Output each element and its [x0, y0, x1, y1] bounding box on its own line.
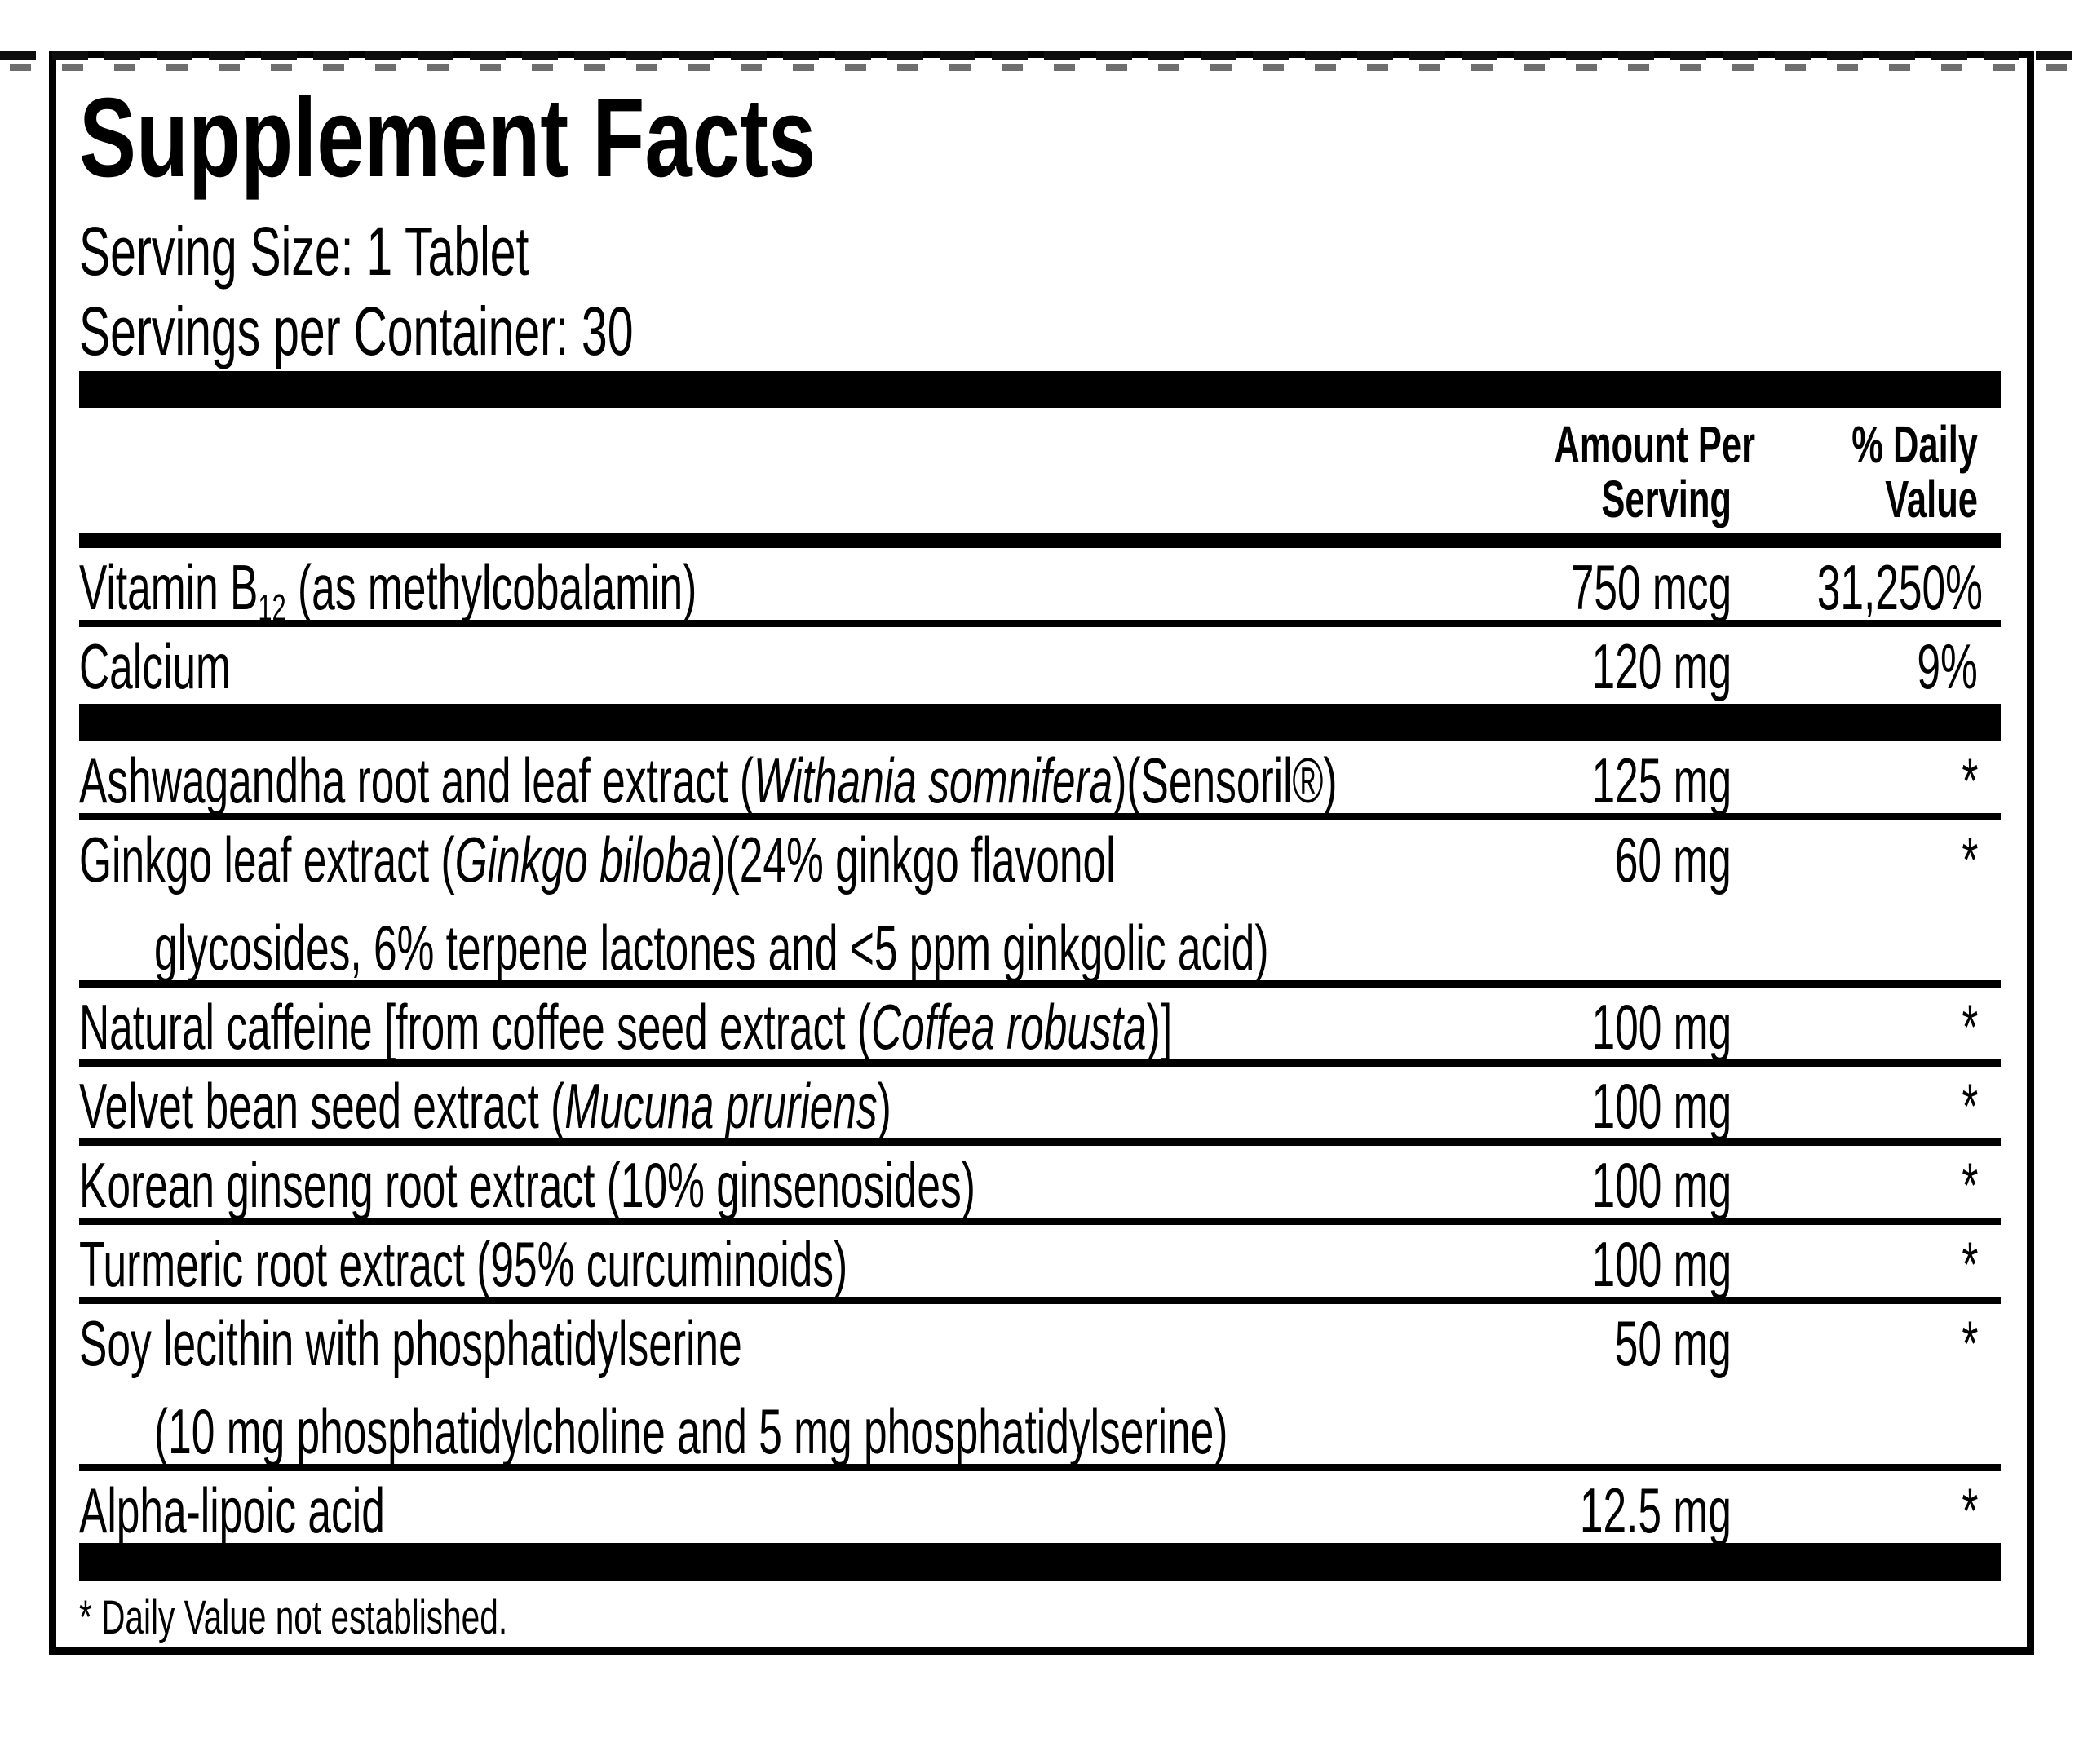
amount-value: 100 mg	[1591, 1070, 1732, 1142]
page-title: Supplement Facts	[79, 81, 2001, 195]
ingredient-name-line1: Velvet bean seed extract (Mucuna prurien…	[79, 1070, 891, 1142]
amount-value: 750 mcg	[1570, 551, 1732, 623]
section-divider-bar	[79, 704, 2001, 741]
serving-size-line: Serving Size: 1 Tablet	[79, 211, 2001, 291]
table-row: Alpha-lipoic acid 12.5 mg *	[79, 1471, 2001, 1543]
amount-value: 60 mg	[1614, 824, 1732, 895]
ingredient-name-cell: Ashwagandha root and leaf extract (Witha…	[79, 748, 1471, 813]
daily-value: *	[1961, 1070, 1978, 1142]
supplement-label-canvas: Supplement Facts Serving Size: 1 Tablet …	[0, 51, 2088, 1764]
table-row: Velvet bean seed extract (Mucuna prurien…	[79, 1067, 2001, 1146]
daily-value-cell: 31,250%	[1732, 555, 2001, 620]
table-row: Natural caffeine [from coffee seed extra…	[79, 988, 2001, 1067]
daily-value: *	[1961, 745, 1978, 816]
ingredient-name-line2: glycosides, 6% terpene lactones and <5 p…	[154, 912, 1269, 984]
amount-cell: 100 mg	[1471, 1073, 1732, 1138]
table-header-row: Amount Per Serving % Daily Value	[79, 418, 2001, 527]
ingredient-name-cell: Ginkgo leaf extract (Ginkgo biloba)(24% …	[79, 827, 1471, 980]
daily-value-cell: *	[1732, 1231, 2001, 1297]
amount-column-header: Amount Per Serving	[1471, 415, 1756, 528]
ingredient-name-line1: Soy lecithin with phosphatidylserine	[79, 1307, 742, 1379]
ingredient-name-line1: Turmeric root extract (95% curcuminoids)	[79, 1228, 848, 1300]
daily-value-cell: *	[1732, 748, 2001, 813]
daily-value: *	[1961, 1307, 1978, 1379]
footnote-text: * Daily Value not established.	[79, 1591, 508, 1644]
ingredient-name-line2: (10 mg phosphatidylcholine and 5 mg phos…	[154, 1395, 1228, 1467]
servings-per-container-text: Servings per Container: 30	[79, 293, 634, 369]
ingredient-name-line1: Vitamin B12 (as methylcobalamin)	[79, 551, 697, 630]
page-title-text: Supplement Facts	[79, 75, 816, 201]
amount-value: 100 mg	[1591, 991, 1732, 1063]
ingredient-name-cell: Turmeric root extract (95% curcuminoids)	[79, 1231, 1471, 1297]
table-row: Turmeric root extract (95% curcuminoids)…	[79, 1225, 2001, 1304]
amount-cell: 100 mg	[1471, 1152, 1732, 1218]
daily-value: 31,250%	[1816, 551, 1983, 623]
amount-cell: 60 mg	[1471, 827, 1732, 892]
amount-cell: 125 mg	[1471, 748, 1732, 813]
ingredient-name-line1: Korean ginseng root extract (10% ginseno…	[79, 1149, 975, 1221]
ingredient-name-cell: Natural caffeine [from coffee seed extra…	[79, 994, 1471, 1059]
daily-value-cell: *	[1732, 994, 2001, 1059]
table-row: Calcium 120 mg 9%	[79, 627, 2001, 699]
top-divider-bar	[79, 371, 2001, 408]
table-row: Ginkgo leaf extract (Ginkgo biloba)(24% …	[79, 820, 2001, 988]
ingredient-name-cell: Calcium	[79, 634, 1471, 699]
table-row: Korean ginseng root extract (10% ginseno…	[79, 1146, 2001, 1225]
amount-cell: 50 mg	[1471, 1311, 1732, 1376]
daily-value: *	[1961, 1474, 1978, 1546]
daily-value: *	[1961, 1149, 1978, 1221]
table-row: Ashwagandha root and leaf extract (Witha…	[79, 741, 2001, 820]
daily-value-cell: *	[1732, 827, 2001, 892]
amount-value: 125 mg	[1591, 745, 1732, 816]
daily-value-cell: 9%	[1732, 634, 2001, 699]
amount-header-line1: Amount Per	[1554, 415, 1756, 474]
amount-value: 100 mg	[1591, 1228, 1732, 1300]
ingredient-name-line1: Ashwagandha root and leaf extract (Witha…	[79, 745, 1338, 816]
daily-value: *	[1961, 824, 1978, 895]
daily-value-cell: *	[1732, 1478, 2001, 1543]
amount-value: 100 mg	[1591, 1149, 1732, 1221]
ingredient-name-cell: Vitamin B12 (as methylcobalamin)	[79, 551, 1471, 630]
ingredient-name-line1: Natural caffeine [from coffee seed extra…	[79, 991, 1173, 1063]
ingredient-name-line1: Alpha-lipoic acid	[79, 1474, 385, 1546]
header-divider-bar	[79, 533, 2001, 548]
dv-header-line2: Value	[1885, 470, 1978, 528]
supplement-facts-panel: Supplement Facts Serving Size: 1 Tablet …	[49, 51, 2034, 1655]
footnote-line: * Daily Value not established.	[79, 1591, 2001, 1644]
amount-cell: 750 mcg	[1471, 555, 1732, 620]
table-row: Soy lecithin with phosphatidylserine (10 …	[79, 1304, 2001, 1471]
daily-value: *	[1961, 1228, 1978, 1300]
ingredient-name-cell: Soy lecithin with phosphatidylserine (10 …	[79, 1311, 1471, 1464]
ingredient-name-line1: Ginkgo leaf extract (Ginkgo biloba)(24% …	[79, 824, 1116, 895]
bottom-divider-bar	[79, 1543, 2001, 1581]
daily-value-column-header: % Daily Value	[1732, 418, 2001, 527]
ingredient-name-cell: Velvet bean seed extract (Mucuna prurien…	[79, 1073, 1471, 1138]
amount-cell: 12.5 mg	[1471, 1478, 1732, 1543]
serving-size-text: Serving Size: 1 Tablet	[79, 213, 529, 290]
daily-value: 9%	[1917, 630, 1978, 702]
daily-value-cell: *	[1732, 1152, 2001, 1218]
ingredient-name-line1: Calcium	[79, 630, 231, 702]
amount-value: 12.5 mg	[1579, 1474, 1732, 1546]
ingredient-name-cell: Alpha-lipoic acid	[79, 1478, 1471, 1543]
amount-cell: 100 mg	[1471, 994, 1732, 1059]
servings-per-container-line: Servings per Container: 30	[79, 291, 2001, 371]
dv-header-line1: % Daily	[1851, 415, 1978, 474]
daily-value: *	[1961, 991, 1978, 1063]
ingredient-name-cell: Korean ginseng root extract (10% ginseno…	[79, 1152, 1471, 1218]
amount-value: 50 mg	[1614, 1307, 1732, 1379]
perforation-dashes-top	[0, 51, 2088, 60]
amount-cell: 120 mg	[1471, 634, 1732, 699]
amount-cell: 100 mg	[1471, 1231, 1732, 1297]
amount-value: 120 mg	[1591, 630, 1732, 702]
daily-value-cell: *	[1732, 1073, 2001, 1138]
perforation-dashes-bottom	[0, 64, 2088, 71]
ingredient-table: Vitamin B12 (as methylcobalamin) 750 mcg 3…	[79, 548, 2001, 1543]
daily-value-cell: *	[1732, 1311, 2001, 1376]
amount-header-line2: Serving	[1601, 470, 1732, 528]
table-row: Vitamin B12 (as methylcobalamin) 750 mcg 3…	[79, 548, 2001, 627]
